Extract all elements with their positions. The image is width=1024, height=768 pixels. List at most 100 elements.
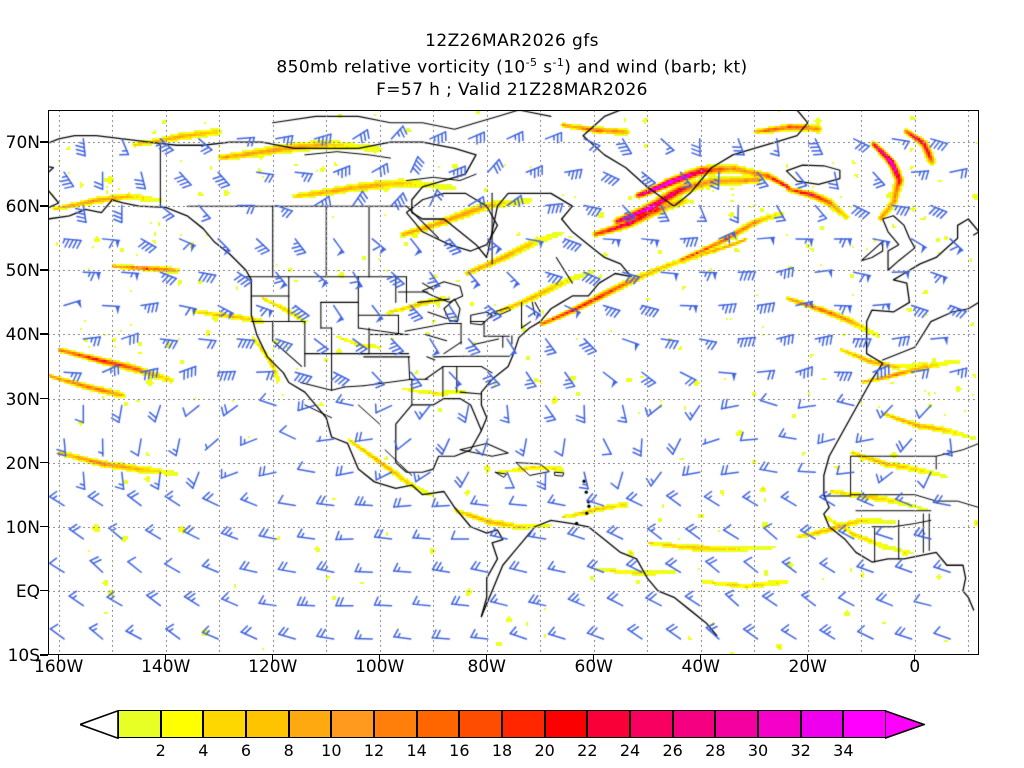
chart-title-block: 12Z26MAR2026 gfs 850mb relative vorticit… (0, 30, 1024, 101)
colorbar-tick-label: 2 (155, 741, 166, 760)
gridline-parallel (48, 270, 979, 272)
colorbar-segment (843, 710, 886, 738)
colorbar-segment (672, 710, 716, 738)
title-variable-post: ) and wind (barb; kt) (564, 57, 748, 78)
x-axis-tick (57, 655, 60, 662)
colorbar: 2 4 6 8 10 12 14 16 18 20 22 24 26 28 30 32 34 (0, 705, 1024, 765)
x-axis-tick (806, 655, 809, 662)
colorbar-segment (160, 710, 204, 738)
gridline-meridian (219, 110, 221, 655)
y-axis-tick-label: 10S (7, 646, 40, 666)
gridline-meridian (379, 110, 381, 655)
x-axis-tick-label: 60W (574, 657, 613, 677)
x-axis-tick-label: 40W (681, 657, 720, 677)
y-axis-tick (40, 654, 48, 656)
colorbar-tick-label: 6 (240, 741, 252, 760)
gridline-meridian (647, 110, 649, 655)
y-axis-tick-label: 50N (5, 261, 40, 282)
colorbar-tick-label: 4 (198, 741, 209, 760)
colorbar-segment (416, 710, 460, 738)
gridline-parallel (48, 526, 979, 528)
colorbar-segment (245, 710, 289, 738)
y-axis-tick (40, 269, 48, 271)
title-line-valid: F=57 h ; Valid 21Z28MAR2026 (376, 79, 648, 100)
colorbar-tick-label: 14 (406, 741, 427, 760)
x-axis-tick-label: 80W (467, 657, 506, 677)
colorbar-segment (203, 710, 246, 738)
x-axis-tick-label: 120W (248, 657, 298, 677)
y-axis-tick (40, 397, 48, 400)
gridline-meridian (433, 110, 435, 655)
y-axis-tick (40, 525, 48, 528)
gridline-meridian (58, 110, 60, 655)
colorbar-segment (757, 710, 801, 738)
colorbar-tick-label: 10 (321, 741, 342, 760)
title-line-model: 12Z26MAR2026 gfs (425, 31, 599, 51)
colorbar-segment (373, 710, 417, 738)
x-axis-tick-label: 0 (909, 657, 921, 677)
x-axis-tick (378, 655, 381, 662)
gridline-meridian (272, 110, 274, 655)
colorbar-under-arrow-shape (77, 709, 119, 740)
colorbar-segment (331, 710, 374, 738)
y-axis-tick (40, 333, 48, 335)
vorticity-wind-map (48, 110, 979, 655)
y-axis-tick-label: EQ (15, 581, 40, 602)
gridline-meridian (968, 110, 970, 655)
colorbar-segment (587, 710, 630, 738)
gridline-meridian (700, 110, 702, 655)
title-variable-pre: 850mb relative vorticity (10 (276, 57, 526, 78)
gridline-parallel (48, 462, 979, 464)
colorbar-segment (715, 710, 758, 738)
colorbar-tick-label: 28 (705, 741, 726, 760)
x-axis-tick (485, 655, 488, 662)
gridline-meridian (593, 110, 595, 655)
x-axis-tick-label: 20W (788, 657, 828, 677)
title-variable-mid: s (537, 57, 553, 78)
gridline-meridian (326, 110, 328, 655)
gridline-meridian (861, 110, 863, 655)
colorbar-segment (288, 710, 332, 738)
gridline-meridian (540, 110, 542, 655)
colorbar-segments (118, 710, 886, 738)
colorbar-tick-label: 30 (747, 741, 769, 760)
colorbar-segment (629, 710, 673, 738)
gridline-parallel (48, 142, 979, 144)
y-axis-tick (40, 141, 48, 143)
colorbar-tick-label: 8 (283, 741, 294, 760)
gridline-meridian (112, 110, 114, 655)
y-axis-tick-label: 60N (5, 197, 40, 218)
colorbar-tick-label: 20 (534, 741, 555, 760)
colorbar-segment (118, 710, 161, 738)
gridline-meridian (165, 110, 167, 655)
y-axis-tick-label: 40N (5, 325, 40, 346)
title-line-variable: 850mb relative vorticity (10-5 s-1) and … (0, 52, 1024, 79)
y-axis-tick-label: 20N (5, 453, 40, 474)
x-axis-tick (699, 655, 702, 662)
colorbar-tick-label: 32 (790, 741, 811, 760)
title-exponent-2: -1 (552, 56, 565, 69)
gridline-meridian (914, 110, 916, 655)
x-axis-tick (913, 655, 916, 662)
gridline-meridian (807, 110, 809, 655)
colorbar-tick-label: 12 (363, 741, 385, 760)
colorbar-segment (501, 710, 545, 738)
y-axis-tick-label: 10N (5, 517, 40, 538)
x-axis-tick (164, 655, 167, 662)
colorbar-segment (544, 710, 588, 738)
x-axis-tick-label: 160W (34, 657, 84, 677)
gridline-parallel (48, 206, 979, 208)
colorbar-tick-label: 24 (619, 741, 641, 760)
y-axis-tick-label: 70N (5, 133, 40, 154)
colorbar-tick-label: 22 (577, 741, 598, 760)
gridline-meridian (486, 110, 488, 655)
colorbar-tick-label: 18 (491, 741, 513, 760)
y-axis-tick-label: 30N (5, 389, 40, 410)
x-axis-tick (592, 655, 595, 662)
x-axis-tick (271, 655, 274, 662)
y-axis-tick (40, 205, 48, 207)
gridline-parallel (48, 334, 979, 336)
y-axis-tick (40, 461, 48, 464)
colorbar-segment (459, 710, 502, 738)
